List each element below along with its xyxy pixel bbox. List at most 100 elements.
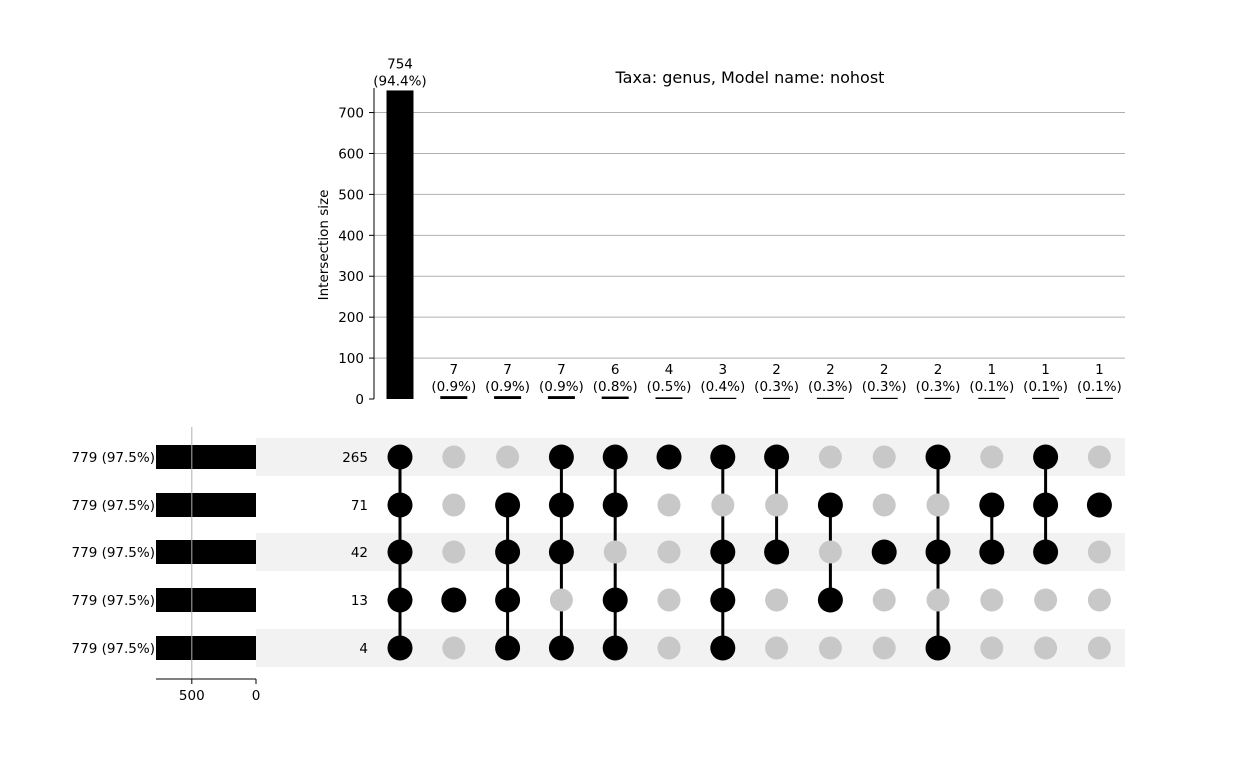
matrix-dot-active [548,492,574,518]
bar-value-label: 2 [880,362,889,378]
set-size-bar [156,540,256,564]
y-tick-label: 0 [355,392,364,408]
matrix-dot-active [925,635,951,661]
matrix-dot-active [495,587,521,613]
bar-percent-label: (0.9%) [539,379,584,395]
matrix-dot-inactive [657,540,681,564]
intersection-bar [816,397,844,399]
bar-percent-label: (0.8%) [593,379,638,395]
intersection-bar [1085,397,1113,399]
matrix-dot-inactive [765,636,789,660]
matrix-dot-active [441,587,467,613]
y-tick-label: 600 [338,146,364,162]
set-size-label: 779 (97.5%) [72,450,155,466]
matrix-dot-active [495,539,521,565]
matrix-dot-active [710,587,736,613]
matrix-dot-inactive [926,493,950,517]
set-size-label: 779 (97.5%) [72,593,155,609]
matrix-dot-active [387,587,413,613]
matrix-dot-inactive [1034,636,1058,660]
bar-percent-label: (0.4%) [700,379,745,395]
matrix-dot-active [548,539,574,565]
matrix-dot-inactive [711,493,735,517]
matrix-dot-inactive [1087,445,1111,469]
matrix-dot-inactive [765,588,789,612]
bar-percent-label: (0.9%) [485,379,530,395]
bar-percent-label: (0.3%) [754,379,799,395]
set-size-label: 779 (97.5%) [72,545,155,561]
set-name-label: 13 [351,593,368,609]
matrix-dot-inactive [1087,636,1111,660]
chart-title: Taxa: genus, Model name: nohost [615,68,885,87]
bar-percent-label: (0.1%) [969,379,1014,395]
matrix-dot-active [871,539,897,565]
matrix-dot-inactive [657,636,681,660]
intersection-bar [924,397,952,399]
set-size-tick-label: 0 [252,688,261,704]
matrix-dot-active [764,444,790,470]
intersection-bar [386,90,414,399]
matrix-dot-active [602,444,628,470]
bar-value-label: 1 [1041,362,1050,378]
bar-value-label: 2 [934,362,943,378]
matrix-dot-active [602,587,628,613]
intersection-bar [978,397,1006,399]
intersection-bar [494,396,522,399]
matrix-dot-inactive [442,445,466,469]
matrix-dot-active [387,444,413,470]
matrix-dot-active [979,492,1005,518]
bar-value-label: 1 [988,362,997,378]
bar-percent-label: (94.4%) [373,73,426,89]
bar-percent-label: (0.1%) [1023,379,1068,395]
matrix-dot-inactive [872,588,896,612]
matrix-dot-active [925,539,951,565]
matrix-dot-inactive [657,588,681,612]
bar-value-label: 2 [772,362,781,378]
matrix-dot-active [548,444,574,470]
matrix-dot-inactive [1034,588,1058,612]
matrix-dot-active [817,492,843,518]
intersection-bar [655,397,683,399]
y-tick-label: 100 [338,351,364,367]
bar-value-label: 7 [450,362,459,378]
matrix-dot-inactive [442,636,466,660]
matrix-dot-inactive [872,636,896,660]
matrix-dot-active [602,635,628,661]
set-size-label: 779 (97.5%) [72,498,155,514]
matrix-dot-inactive [549,588,573,612]
matrix-dot-active [387,635,413,661]
bar-value-label: 1 [1095,362,1104,378]
y-tick-label: 500 [338,187,364,203]
intersection-bar [601,396,629,399]
matrix-dot-inactive [1087,540,1111,564]
intersection-bar [763,397,791,399]
matrix-dot-inactive [980,445,1004,469]
intersection-bar [440,396,468,399]
set-size-bar [156,588,256,612]
set-size-bar [156,445,256,469]
bar-value-label: 6 [611,362,620,378]
intersection-bar [709,397,737,399]
bar-percent-label: (0.1%) [1077,379,1122,395]
matrix-dot-active [495,635,521,661]
bar-percent-label: (0.9%) [431,379,476,395]
matrix-dot-active [548,635,574,661]
matrix-dot-active [602,492,628,518]
bar-percent-label: (0.3%) [916,379,961,395]
bar-value-label: 3 [719,362,728,378]
bar-value-label: 4 [665,362,674,378]
y-tick-label: 200 [338,310,364,326]
matrix-dot-active [764,539,790,565]
matrix-dot-inactive [872,445,896,469]
set-name-label: 42 [351,545,368,561]
matrix-dot-inactive [442,493,466,517]
matrix-dot-active [925,444,951,470]
y-tick-label: 400 [338,228,364,244]
bar-percent-label: (0.5%) [647,379,692,395]
matrix-dot-active [817,587,843,613]
intersection-bar [1032,397,1060,399]
matrix-dot-active [979,539,1005,565]
matrix-dot-inactive [818,636,842,660]
